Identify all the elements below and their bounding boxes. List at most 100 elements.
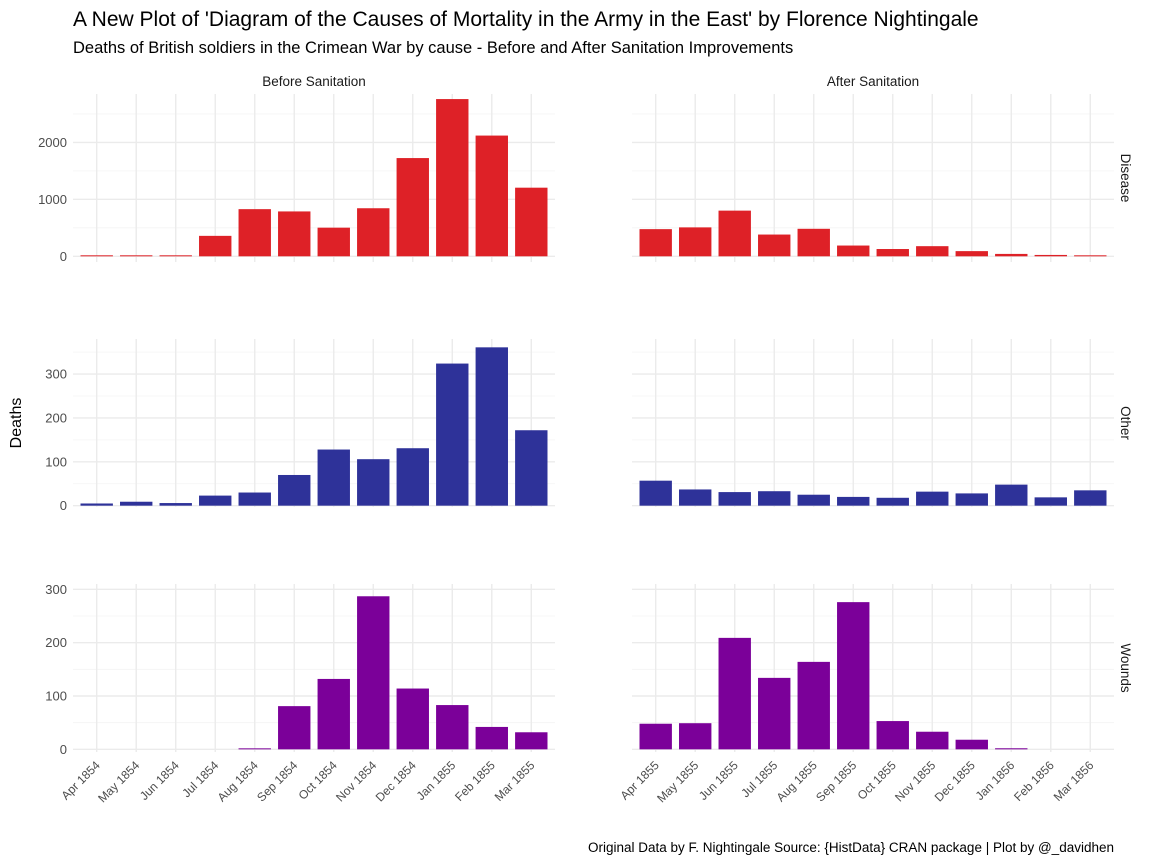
bar-disease-jun-1855 — [718, 210, 751, 257]
bar-other-aug-1854 — [238, 492, 271, 506]
bar-disease-aug-1854 — [238, 209, 271, 257]
bar-other-nov-1855 — [916, 491, 949, 506]
bar-wounds-sep-1854 — [278, 706, 311, 750]
bar-disease-apr-1854 — [80, 255, 113, 257]
x-tick-label-feb-1856: Feb 1856 — [1011, 758, 1057, 804]
y-tick-label: 2000 — [38, 135, 67, 150]
x-tick-label-sep-1854: Sep 1854 — [254, 758, 300, 804]
bar-other-dec-1854 — [396, 448, 429, 506]
y-tick-label: 300 — [45, 582, 67, 597]
strip-label-disease: Disease — [1118, 154, 1133, 203]
bar-other-oct-1854 — [317, 449, 350, 506]
x-tick-label-may-1854: May 1854 — [95, 758, 142, 805]
chart-caption: Original Data by F. Nightingale Source: … — [588, 840, 1114, 855]
bar-other-oct-1855 — [876, 497, 909, 506]
strip-label-before-sanitation: Before Sanitation — [262, 74, 366, 89]
bar-other-feb-1856 — [1034, 497, 1067, 506]
bar-other-jan-1855 — [436, 363, 469, 506]
y-tick-label: 200 — [45, 410, 67, 425]
x-tick-label-dec-1854: Dec 1854 — [373, 758, 419, 804]
bar-wounds-oct-1854 — [317, 678, 350, 750]
bar-disease-mar-1856 — [1074, 255, 1107, 257]
bar-disease-nov-1855 — [916, 246, 949, 257]
bar-wounds-jan-1855 — [436, 705, 469, 750]
x-tick-label-jun-1855: Jun 1855 — [696, 758, 741, 803]
y-tick-label: 200 — [45, 635, 67, 650]
x-tick-label-jan-1856: Jan 1856 — [973, 758, 1018, 803]
y-tick-label: 300 — [45, 367, 67, 382]
bar-disease-jul-1854 — [199, 235, 232, 257]
bar-wounds-jun-1855 — [718, 637, 751, 750]
bar-wounds-nov-1855 — [916, 731, 949, 750]
strip-label-after-sanitation: After Sanitation — [827, 74, 919, 89]
bar-other-may-1854 — [120, 501, 153, 506]
bar-other-nov-1854 — [357, 459, 390, 506]
bar-wounds-apr-1855 — [639, 723, 672, 750]
chart-title: A New Plot of 'Diagram of the Causes of … — [73, 8, 979, 31]
bar-wounds-nov-1854 — [357, 596, 390, 750]
bar-wounds-aug-1854 — [238, 748, 271, 750]
bar-other-sep-1854 — [278, 474, 311, 506]
panel-disease-before-sanitation: 0 1000 2000 — [38, 94, 555, 264]
bar-wounds-aug-1855 — [797, 661, 830, 750]
bar-disease-dec-1854 — [396, 158, 429, 257]
bar-other-mar-1856 — [1074, 490, 1107, 506]
bar-other-aug-1855 — [797, 494, 830, 506]
bar-disease-sep-1854 — [278, 211, 311, 257]
bar-wounds-jul-1855 — [758, 677, 791, 750]
bar-wounds-dec-1854 — [396, 688, 429, 750]
y-tick-label: 100 — [45, 689, 67, 704]
x-tick-label-jan-1855: Jan 1855 — [414, 758, 459, 803]
bar-wounds-oct-1855 — [876, 721, 909, 750]
x-tick-label-dec-1855: Dec 1855 — [932, 758, 978, 804]
x-tick-label-may-1855: May 1855 — [654, 758, 701, 805]
panel-other-after-sanitation — [632, 339, 1114, 507]
bar-other-feb-1855 — [475, 347, 508, 506]
bar-wounds-feb-1855 — [475, 726, 508, 750]
bar-disease-jul-1855 — [758, 234, 791, 257]
bar-disease-jan-1856 — [995, 253, 1028, 257]
bar-disease-sep-1855 — [837, 245, 870, 257]
panel-disease-after-sanitation — [632, 94, 1114, 262]
bar-disease-may-1854 — [120, 255, 153, 257]
bar-disease-may-1855 — [679, 227, 712, 257]
x-tick-label-mar-1855: Mar 1855 — [492, 758, 538, 804]
bar-wounds-dec-1855 — [955, 739, 988, 750]
x-tick-label-nov-1854: Nov 1854 — [333, 758, 379, 804]
x-tick-label-sep-1855: Sep 1855 — [813, 758, 859, 804]
bar-other-jul-1855 — [758, 491, 791, 506]
panel-other-before-sanitation: 0 100 200 300 — [45, 339, 555, 513]
y-tick-label: 100 — [45, 454, 67, 469]
y-tick-label: 0 — [60, 742, 67, 757]
bar-other-apr-1854 — [80, 503, 113, 506]
strip-label-wounds: Wounds — [1118, 643, 1133, 693]
bar-disease-mar-1855 — [515, 187, 548, 257]
bar-other-apr-1855 — [639, 480, 672, 506]
bar-other-jul-1854 — [199, 495, 232, 506]
bar-disease-feb-1856 — [1034, 254, 1067, 257]
facet-panels: Before Sanitation After Sanitation Disease… — [38, 74, 1133, 805]
bar-disease-jan-1855 — [436, 99, 469, 257]
y-tick-label: 0 — [60, 498, 67, 513]
bar-other-dec-1855 — [955, 493, 988, 506]
bar-disease-aug-1855 — [797, 228, 830, 257]
y-tick-label: 1000 — [38, 192, 67, 207]
bar-other-jun-1855 — [718, 492, 751, 506]
y-axis-label: Deaths — [8, 398, 25, 449]
bar-other-sep-1855 — [837, 496, 870, 506]
y-tick-label: 0 — [60, 249, 67, 264]
bar-other-mar-1855 — [515, 430, 548, 506]
bar-disease-nov-1854 — [357, 208, 390, 257]
bar-wounds-jan-1856 — [995, 748, 1028, 750]
bar-other-may-1855 — [679, 489, 712, 506]
bar-disease-oct-1854 — [317, 227, 350, 257]
bar-disease-feb-1855 — [475, 135, 508, 257]
bar-disease-apr-1855 — [639, 229, 672, 257]
x-tick-label-nov-1855: Nov 1855 — [892, 758, 938, 804]
bar-other-jan-1856 — [995, 484, 1028, 506]
x-tick-label-jun-1854: Jun 1854 — [137, 758, 182, 803]
bar-wounds-may-1855 — [679, 723, 712, 750]
